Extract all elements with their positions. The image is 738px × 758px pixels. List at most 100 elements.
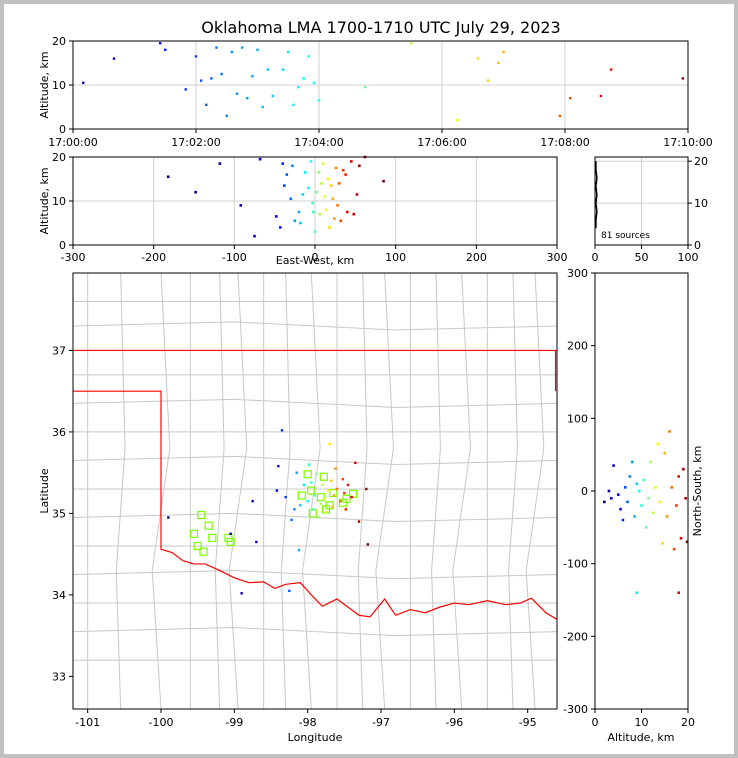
ew-height-ytick-label: 10 bbox=[52, 195, 66, 208]
time-height-point bbox=[312, 81, 316, 84]
ew-height-point bbox=[239, 204, 243, 207]
plan-view-point bbox=[357, 520, 361, 523]
ns-height-xtick-label: 20 bbox=[681, 716, 695, 729]
time-height-point bbox=[240, 46, 244, 49]
ns-height-point bbox=[661, 542, 664, 545]
ew-height-point bbox=[166, 175, 170, 179]
ns-height-point bbox=[616, 493, 620, 496]
time-height-point bbox=[363, 86, 367, 89]
plan-view-point bbox=[297, 548, 301, 552]
ew-height-point bbox=[352, 212, 356, 216]
ns-height-point bbox=[649, 460, 653, 464]
plan-view-point bbox=[350, 495, 353, 499]
ew-height-point bbox=[336, 204, 339, 207]
plan-view-point bbox=[315, 473, 318, 476]
plan-view-ytick-label: 34 bbox=[52, 589, 66, 602]
ns-height-ytick-label: 100 bbox=[567, 412, 588, 425]
ns-height-point bbox=[603, 500, 606, 504]
ns-height-xtick-label: 0 bbox=[592, 716, 599, 729]
ew-height-xtick-label: -100 bbox=[222, 251, 247, 264]
time-height-xtick-label: 17:00:00 bbox=[48, 136, 97, 149]
ew-height-point bbox=[285, 173, 289, 176]
ns-height-point bbox=[679, 536, 683, 540]
ns-height-point bbox=[677, 591, 680, 595]
plan-view-axes bbox=[72, 272, 558, 710]
time-height-xtick-label: 17:08:00 bbox=[540, 136, 589, 149]
plan-view-point bbox=[335, 487, 339, 491]
ns-height-ytick-label: 300 bbox=[567, 267, 588, 280]
lma-figure: Oklahoma LMA 1700-1710 UTC July 29, 2023… bbox=[38, 18, 713, 744]
county-line bbox=[228, 273, 248, 709]
histogram-ytick-label: 20 bbox=[694, 155, 708, 168]
ns-height-ytick-label: -200 bbox=[563, 630, 588, 643]
county-line bbox=[302, 273, 321, 709]
time-height-point bbox=[184, 88, 187, 91]
county-line bbox=[115, 273, 126, 709]
ew-height-point bbox=[281, 162, 285, 165]
time-height-point bbox=[599, 94, 603, 98]
plan-view-point bbox=[280, 429, 284, 432]
ew-height-point bbox=[291, 164, 294, 168]
ns-height-point bbox=[670, 486, 674, 489]
histogram-ytick-label: 10 bbox=[694, 197, 708, 210]
ew-height-xlabel: East-West, km bbox=[276, 254, 354, 267]
time-height-point bbox=[681, 77, 685, 80]
ew-height-point bbox=[326, 177, 330, 181]
ns-height-ytick-label: -100 bbox=[563, 558, 588, 571]
ns-height-point bbox=[647, 496, 650, 500]
county-line bbox=[214, 273, 225, 709]
county-line bbox=[357, 273, 368, 709]
ns-height-point bbox=[685, 540, 689, 544]
ns-height-point bbox=[644, 526, 648, 529]
plan-view-point bbox=[341, 477, 345, 481]
figure-frame: Oklahoma LMA 1700-1710 UTC July 29, 2023… bbox=[4, 4, 734, 754]
lma-station-marker bbox=[319, 472, 328, 481]
plan-view-point bbox=[365, 487, 368, 491]
plan-view-ytick-label: 36 bbox=[52, 426, 66, 439]
lma-station-marker bbox=[342, 494, 351, 503]
ns-height-point bbox=[654, 486, 657, 489]
ns-height-point bbox=[612, 464, 615, 467]
time-height-point bbox=[609, 68, 613, 71]
ew-height-point bbox=[333, 217, 336, 220]
ew-height-point bbox=[329, 184, 333, 187]
ns-height-point bbox=[633, 515, 636, 518]
ew-height-point bbox=[350, 160, 353, 163]
time-height-xtick-label: 17:04:00 bbox=[294, 136, 343, 149]
lma-station-marker bbox=[316, 493, 325, 502]
time-height-point bbox=[410, 42, 413, 45]
time-height-point bbox=[497, 61, 500, 65]
time-height-ylabel: Altitude, km bbox=[38, 51, 51, 118]
ns-height-xlabel: Altitude, km bbox=[607, 731, 674, 744]
ns-height-point bbox=[672, 547, 676, 551]
ew-height-point bbox=[274, 215, 278, 218]
plan-view-point bbox=[302, 483, 306, 487]
ew-height-point bbox=[309, 160, 313, 163]
lma-station-marker bbox=[189, 529, 199, 538]
ew-height-point bbox=[341, 168, 345, 172]
plan-view-point bbox=[334, 467, 337, 470]
ew-height-ytick-label: 0 bbox=[59, 239, 66, 252]
ns-height-point bbox=[621, 518, 625, 522]
plan-view-xtick-label: -97 bbox=[372, 716, 390, 729]
ew-height-point bbox=[253, 234, 256, 238]
time-height-point bbox=[112, 57, 116, 60]
ns-height-ytick-label: -300 bbox=[563, 703, 588, 716]
time-height-point bbox=[194, 55, 198, 58]
time-height-point bbox=[235, 92, 239, 95]
plan-view-ytick-label: 33 bbox=[52, 670, 66, 683]
time-height-point bbox=[210, 77, 213, 80]
time-height-point bbox=[568, 97, 572, 100]
plan-view-point bbox=[295, 471, 298, 474]
plan-view-xtick-label: -100 bbox=[149, 716, 174, 729]
ew-height-point bbox=[315, 190, 318, 194]
plan-view-point bbox=[332, 494, 336, 497]
plan-view-point bbox=[344, 508, 347, 511]
ew-height-panel: 0 10 20 -300 -200 -100 0 100 200 300 Altitude, km… bbox=[38, 151, 568, 267]
plan-view-point bbox=[277, 464, 280, 468]
ew-height-point bbox=[258, 157, 262, 161]
ew-height-xtick-label: 200 bbox=[466, 251, 487, 264]
county-line bbox=[508, 273, 518, 709]
plan-view-point bbox=[313, 494, 317, 497]
plan-view-ytick-label: 35 bbox=[52, 507, 66, 520]
